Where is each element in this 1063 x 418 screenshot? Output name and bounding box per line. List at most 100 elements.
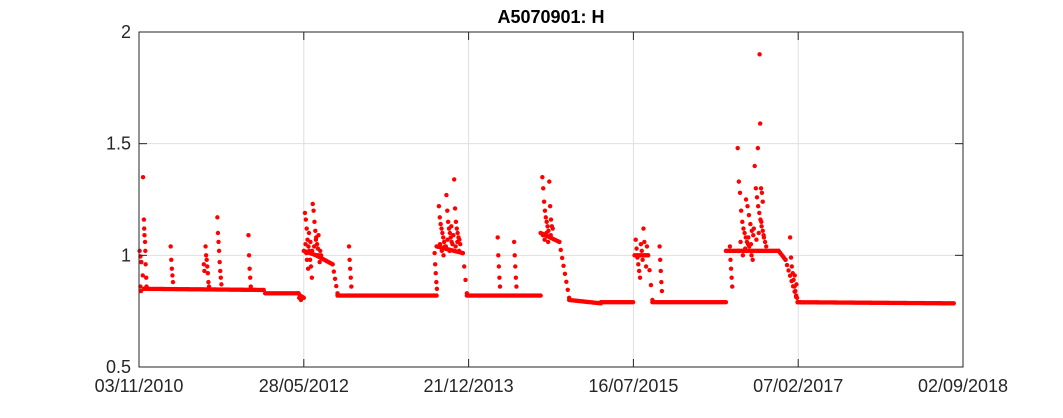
data-point [750, 257, 755, 262]
data-point [740, 253, 746, 258]
data-point [317, 259, 322, 265]
data-point [303, 217, 309, 222]
data-point [746, 235, 751, 240]
data-point [203, 253, 209, 258]
data-point [757, 52, 762, 57]
data-point [784, 262, 790, 268]
data-point [951, 301, 956, 306]
data-point [794, 282, 799, 287]
data-point [759, 224, 764, 229]
data-point [759, 190, 765, 195]
x-tick-label: 21/12/2013 [424, 376, 514, 396]
data-point [440, 230, 445, 236]
data-point [633, 237, 638, 242]
data-point [648, 282, 654, 288]
data-point [215, 215, 220, 220]
data-point [542, 208, 548, 213]
data-point [738, 239, 743, 245]
x-tick-label: 28/05/2012 [259, 376, 349, 396]
data-point [347, 257, 352, 262]
data-point [439, 226, 444, 231]
data-point [248, 284, 253, 289]
data-point [313, 237, 319, 242]
data-point [542, 237, 547, 242]
data-point [754, 237, 759, 242]
data-point [330, 262, 335, 267]
data-point [496, 264, 502, 269]
x-tick-label: 03/11/2010 [95, 376, 184, 396]
data-point [746, 212, 752, 218]
data-point [170, 279, 176, 285]
data-point [141, 226, 147, 231]
data-point [455, 239, 460, 245]
plot-frame [138, 31, 964, 368]
data-point [312, 219, 317, 225]
data-point [740, 219, 745, 225]
data-point [757, 121, 763, 126]
data-point [742, 230, 747, 236]
data-point [216, 239, 221, 245]
data-point [439, 248, 445, 254]
data-point [755, 145, 761, 151]
data-point [460, 250, 466, 256]
data-point [456, 248, 462, 254]
data-point [142, 239, 148, 245]
data-point [760, 228, 765, 233]
data-point [748, 221, 753, 227]
data-point [450, 241, 455, 247]
data-point [630, 300, 636, 305]
data-point [316, 233, 321, 238]
data-point [643, 264, 649, 269]
data-point [334, 283, 339, 289]
data-point [543, 215, 549, 220]
data-point [313, 228, 318, 233]
data-point [451, 177, 457, 182]
data-point [742, 246, 748, 251]
data-point [550, 226, 555, 231]
data-point [644, 244, 650, 249]
data-point [737, 190, 743, 195]
data-point [138, 288, 144, 294]
data-point [548, 217, 554, 222]
data-point [218, 268, 223, 274]
data-point [143, 262, 148, 267]
data-point [538, 293, 543, 298]
data-point [308, 239, 313, 245]
y-tick-label: 1 [121, 245, 131, 265]
data-point [757, 210, 762, 216]
data-point [246, 233, 251, 238]
data-point [659, 288, 665, 294]
data-point [441, 239, 447, 245]
data-point [140, 273, 145, 278]
data-point [541, 186, 546, 191]
data-point [453, 244, 458, 249]
data-point [346, 244, 352, 249]
data-point [310, 201, 315, 207]
x-tick-label: 02/09/2018 [918, 376, 1008, 396]
data-point [248, 275, 253, 280]
data-point [309, 248, 315, 254]
data-point [303, 241, 308, 247]
data-point [141, 217, 147, 222]
data-point [752, 163, 757, 169]
data-point [437, 241, 443, 247]
data-point [204, 257, 209, 262]
data-point [545, 224, 550, 229]
data-point [496, 253, 501, 258]
data-point [513, 275, 519, 280]
data-point [512, 253, 517, 258]
data-point [643, 253, 648, 258]
data-point [497, 275, 502, 280]
data-point [758, 186, 764, 191]
data-point [434, 279, 439, 285]
data-point [749, 253, 754, 258]
data-point [445, 219, 451, 225]
data-point [514, 284, 519, 289]
data-point [738, 208, 744, 213]
data-point [764, 244, 769, 249]
data-point [789, 264, 795, 269]
data-point [759, 219, 764, 225]
data-point [143, 248, 148, 254]
data-point [311, 244, 317, 249]
data-point [658, 268, 663, 274]
